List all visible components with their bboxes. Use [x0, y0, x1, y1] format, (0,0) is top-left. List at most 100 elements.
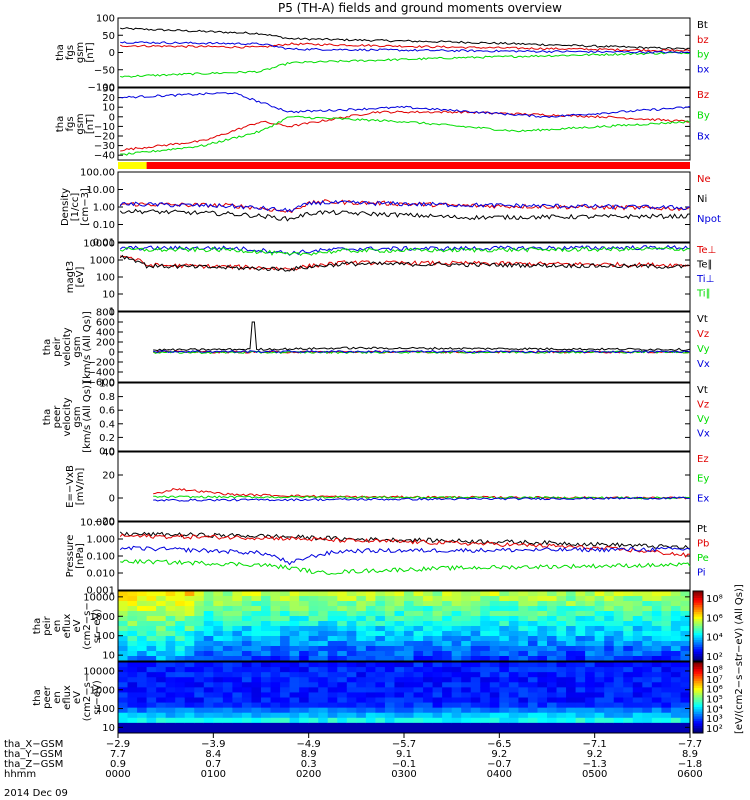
- heat-cell: [594, 682, 605, 688]
- heat-cell: [375, 712, 386, 719]
- heat-cell: [175, 702, 186, 709]
- heat-cell: [365, 717, 376, 724]
- ylabel-line: gsm: [72, 406, 83, 427]
- heat-cell: [327, 692, 338, 698]
- heat-cell: [423, 692, 434, 698]
- footer-value: 9.2: [491, 749, 507, 760]
- heat-cell: [518, 682, 529, 688]
- heat-cell: [222, 631, 233, 637]
- ylabel-line: sr−eV): [92, 609, 103, 644]
- heat-cell: [299, 626, 310, 632]
- heat-cell: [489, 656, 500, 662]
- heat-cell: [356, 611, 367, 617]
- heat-cell: [327, 707, 338, 714]
- footer-row-label: hhmm: [4, 769, 36, 780]
- heat-cell: [508, 717, 519, 724]
- heat-cell: [575, 677, 586, 683]
- heat-cell: [604, 677, 615, 683]
- heat-cell: [346, 682, 357, 688]
- heat-cell: [451, 606, 462, 612]
- heat-cell: [661, 636, 672, 642]
- heat-cell: [461, 712, 472, 719]
- heat-cell: [470, 656, 481, 662]
- heat-cell: [404, 667, 415, 673]
- heat-cell: [299, 616, 310, 622]
- heat-cell: [404, 596, 415, 602]
- heat-cell: [337, 677, 348, 683]
- heat-cell: [175, 601, 186, 607]
- footer-value: −7.1: [583, 739, 607, 750]
- heat-cell: [547, 621, 558, 627]
- heat-cell: [499, 682, 510, 688]
- heat-cell: [203, 621, 214, 627]
- heat-cell: [613, 636, 624, 642]
- heat-cell: [527, 621, 538, 627]
- heat-cell: [442, 641, 453, 647]
- footer-value: −5.7: [392, 739, 416, 750]
- heat-cell: [289, 621, 300, 627]
- heat-cell: [270, 687, 281, 693]
- heat-cell: [156, 616, 167, 622]
- heat-cell: [346, 596, 357, 602]
- heat-cell: [547, 722, 558, 729]
- heat-cell: [632, 727, 643, 734]
- heat-cell: [404, 672, 415, 678]
- heat-cell: [184, 636, 195, 642]
- heat-cell: [261, 631, 272, 637]
- heat-cell: [127, 702, 138, 709]
- heat-cell: [318, 596, 329, 602]
- heat-cell: [365, 591, 376, 597]
- heat-cell: [289, 677, 300, 683]
- heat-cell: [308, 656, 319, 662]
- heat-cell: [432, 677, 443, 683]
- heat-cell: [270, 626, 281, 632]
- heat-cell: [404, 687, 415, 693]
- series-line-Pb: [119, 533, 691, 558]
- heat-cell: [480, 626, 491, 632]
- heat-cell: [241, 727, 252, 734]
- heat-cell: [280, 616, 291, 622]
- heat-cell: [251, 601, 262, 607]
- heat-cell: [280, 601, 291, 607]
- heat-cell: [184, 677, 195, 683]
- heat-cell: [404, 631, 415, 637]
- heat-cell: [480, 656, 491, 662]
- heat-cell: [137, 697, 148, 704]
- heat-cell: [499, 712, 510, 719]
- colorbar-strip: [693, 664, 703, 668]
- heat-cell: [327, 636, 338, 642]
- ytick-label: 10.000: [80, 518, 115, 529]
- heat-cell: [156, 677, 167, 683]
- heat-cell: [165, 727, 176, 734]
- heat-cell: [575, 717, 586, 724]
- ylabel-line: gsm: [75, 42, 86, 63]
- heat-cell: [365, 631, 376, 637]
- heat-cell: [547, 656, 558, 662]
- heat-cell: [632, 606, 643, 612]
- heat-cell: [261, 651, 272, 657]
- footer-value: −3.9: [201, 739, 225, 750]
- heat-cell: [432, 697, 443, 704]
- heat-cell: [518, 677, 529, 683]
- heat-cell: [251, 626, 262, 632]
- heat-cell: [404, 646, 415, 652]
- ytick-label: −400: [88, 368, 115, 379]
- heat-cell: [270, 631, 281, 637]
- heat-cell: [413, 672, 424, 678]
- heat-cell: [289, 712, 300, 719]
- heat-cell: [518, 641, 529, 647]
- footer-row-label: tha_X−GSM: [4, 739, 63, 750]
- heat-cell: [184, 692, 195, 698]
- heat-cell: [375, 682, 386, 688]
- heat-cell: [680, 712, 691, 719]
- heat-cell: [251, 702, 262, 709]
- heat-cell: [165, 687, 176, 693]
- heat-cell: [299, 641, 310, 647]
- heat-cell: [432, 707, 443, 714]
- heat-cell: [280, 692, 291, 698]
- heat-cell: [442, 687, 453, 693]
- heat-cell: [547, 631, 558, 637]
- heat-cell: [165, 717, 176, 724]
- heat-cell: [651, 631, 662, 637]
- heat-cell: [527, 631, 538, 637]
